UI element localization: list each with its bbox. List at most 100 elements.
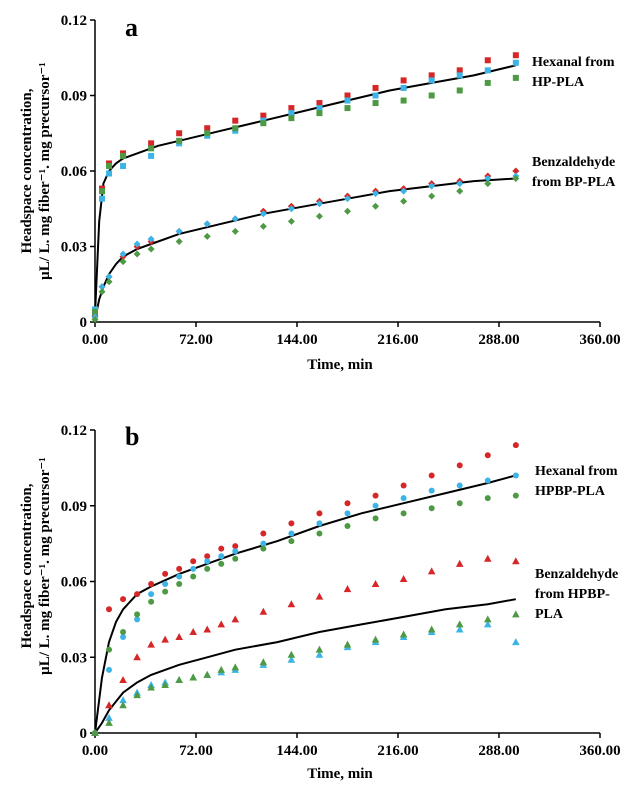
y-tick-label: 0.03 bbox=[61, 650, 87, 666]
hexanal-green-square-point bbox=[512, 74, 519, 81]
hexanal-blue-square-point bbox=[120, 162, 127, 169]
benzaldehyde-blue-triangle-point bbox=[119, 696, 127, 704]
hexanal-blue-square-point bbox=[99, 195, 106, 202]
hexanal-green-circle-point bbox=[428, 505, 435, 512]
benzaldehyde-green-diamond-point bbox=[105, 278, 113, 286]
hexanal-red-square-point bbox=[204, 125, 211, 132]
hexanal-green-square-point bbox=[176, 137, 183, 144]
benzaldehyde-green-triangle-point bbox=[259, 658, 268, 666]
hexanal-red-square-point bbox=[176, 130, 183, 137]
y-tick-label: 0 bbox=[80, 726, 88, 742]
hexanal-blue-circle-point bbox=[218, 553, 225, 560]
hexanal-red-circle-point bbox=[134, 591, 141, 598]
hexanal-blue-circle-point bbox=[428, 487, 435, 494]
annotation-hexanal-line: Hexanal from bbox=[532, 55, 615, 70]
benzaldehyde-green-diamond-point bbox=[259, 222, 267, 230]
fit-curve-benzaldehyde bbox=[94, 598, 516, 734]
hexanal-green-circle-point bbox=[162, 588, 169, 595]
x-tick-label: 144.00 bbox=[276, 332, 317, 348]
benzaldehyde-blue-diamond-point bbox=[456, 180, 464, 188]
hexanal-green-square-point bbox=[484, 79, 491, 86]
hexanal-red-circle-point bbox=[190, 558, 197, 565]
hexanal-green-square-point bbox=[344, 105, 351, 112]
annotation-benzaldehyde-line: Benzaldehyde bbox=[532, 155, 615, 170]
hexanal-blue-circle-point bbox=[134, 616, 141, 623]
hexanal-red-square-point bbox=[484, 57, 491, 64]
x-axis-title-b: Time, min bbox=[307, 766, 373, 782]
benzaldehyde-green-diamond-point bbox=[203, 232, 211, 240]
benzaldehyde-blue-diamond-point bbox=[105, 273, 113, 281]
x-tick-label: 360.00 bbox=[579, 332, 620, 348]
annotation-hexanal-line: HP-PLA bbox=[532, 75, 585, 90]
benzaldehyde-green-diamond-point bbox=[344, 207, 351, 215]
benzaldehyde-blue-triangle-point bbox=[483, 620, 492, 628]
hexanal-red-circle-point bbox=[106, 606, 113, 613]
hexanal-red-square-point bbox=[148, 140, 155, 147]
hexanal-green-square-point bbox=[400, 97, 407, 104]
hexanal-green-circle-point bbox=[148, 598, 155, 605]
hexanal-green-circle-point bbox=[260, 545, 267, 552]
hexanal-red-square-point bbox=[316, 100, 323, 107]
benzaldehyde-green-diamond-point bbox=[456, 187, 464, 195]
benzaldehyde-red-triangle-point bbox=[203, 625, 212, 633]
annotation-benzaldehyde-line: PLA bbox=[535, 607, 564, 622]
hexanal-blue-square-point bbox=[288, 110, 295, 117]
benzaldehyde-green-triangle-point bbox=[147, 683, 155, 691]
hexanal-blue-circle-point bbox=[106, 666, 113, 673]
y-tick-label: 0.09 bbox=[61, 499, 87, 515]
x-tick-label: 72.00 bbox=[179, 743, 213, 759]
benzaldehyde-green-triangle-point bbox=[399, 630, 408, 638]
benzaldehyde-green-diamond-point bbox=[484, 180, 492, 188]
y-tick-label: 0 bbox=[80, 315, 88, 331]
hexanal-green-circle-point bbox=[316, 530, 323, 537]
benzaldehyde-red-triangle-point bbox=[287, 600, 296, 608]
benzaldehyde-green-triangle-point bbox=[483, 615, 492, 623]
benzaldehyde-green-diamond-point bbox=[147, 245, 155, 253]
benzaldehyde-red-triangle-point bbox=[455, 559, 464, 567]
fit-curves-b bbox=[94, 474, 517, 734]
data-points-a bbox=[91, 52, 520, 323]
hexanal-red-circle-point bbox=[204, 553, 211, 560]
panel-letter-a: a bbox=[125, 13, 138, 42]
hexanal-red-square-point bbox=[400, 77, 407, 84]
benzaldehyde-red-diamond-point bbox=[512, 167, 520, 175]
hexanal-blue-circle-point bbox=[162, 581, 169, 588]
benzaldehyde-red-triangle-point bbox=[343, 585, 352, 593]
panel-a: Headspace concentration, μL/ L. mg fiber… bbox=[19, 13, 621, 373]
hexanal-green-circle-point bbox=[106, 646, 113, 653]
benzaldehyde-green-diamond-point bbox=[231, 227, 239, 235]
hexanal-green-square-point bbox=[148, 145, 155, 152]
benzaldehyde-green-triangle-point bbox=[203, 670, 212, 678]
benzaldehyde-blue-diamond-point bbox=[400, 187, 408, 195]
hexanal-red-square-point bbox=[344, 92, 351, 99]
hexanal-red-square-point bbox=[512, 52, 519, 59]
benzaldehyde-green-diamond-point bbox=[512, 175, 520, 183]
x-tick-label: 360.00 bbox=[579, 743, 620, 759]
hexanal-green-square-point bbox=[316, 110, 323, 117]
hexanal-green-circle-point bbox=[120, 629, 127, 635]
hexanal-green-square-point bbox=[106, 162, 113, 169]
hexanal-blue-circle-point bbox=[288, 530, 295, 537]
hexanal-red-circle-point bbox=[428, 472, 435, 479]
benzaldehyde-green-diamond-point bbox=[372, 202, 380, 210]
data-points-b bbox=[91, 442, 520, 736]
hexanal-red-circle-point bbox=[316, 510, 323, 517]
axes-b: 0 0.03 0.06 0.09 0.12 0.00 72.00 144.00 216.00 28… bbox=[61, 423, 621, 759]
benzaldehyde-green-triangle-point bbox=[512, 610, 520, 618]
hexanal-red-circle-point bbox=[456, 462, 463, 469]
benzaldehyde-green-diamond-point bbox=[287, 217, 295, 225]
y-tick-label: 0.06 bbox=[61, 164, 88, 180]
benzaldehyde-green-diamond-point bbox=[119, 258, 127, 266]
benzaldehyde-green-diamond-point bbox=[315, 212, 323, 220]
panel-letter-b: b bbox=[125, 422, 139, 451]
benzaldehyde-green-triangle-point bbox=[217, 665, 226, 673]
hexanal-blue-square-point bbox=[484, 67, 491, 74]
benzaldehyde-green-triangle-point bbox=[175, 675, 183, 683]
panel-b: Headspace concentration, μL/ L. mg fiber… bbox=[19, 422, 621, 782]
y-axis-title-line1: Headspace concentration, bbox=[19, 483, 35, 648]
hexanal-red-circle-point bbox=[148, 581, 155, 588]
hexanal-red-square-point bbox=[456, 67, 463, 74]
hexanal-blue-square-point bbox=[372, 92, 379, 99]
annotation-benzaldehyde-line: from HPBP- bbox=[535, 587, 610, 602]
